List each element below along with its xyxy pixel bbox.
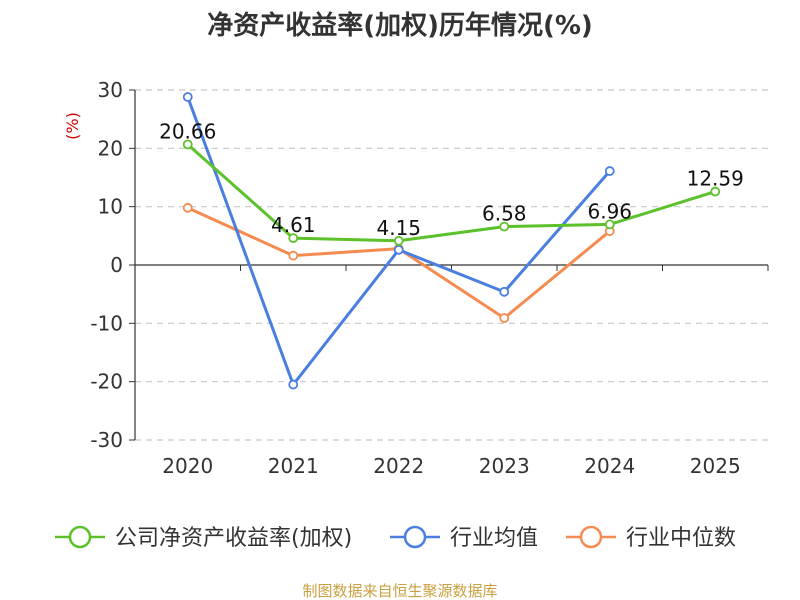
data-label: 20.66 — [159, 119, 216, 143]
data-point[interactable] — [710, 186, 721, 197]
data-point[interactable] — [499, 313, 510, 323]
data-point[interactable] — [604, 219, 615, 230]
axes: 30 20 10 0 -10 -20 -30 2020 2021 2022 2023 2024 2025 — [90, 78, 769, 478]
data-labels: 20.66 4.61 4.15 6.58 6.96 12.59 — [159, 119, 744, 239]
legend-marker — [68, 525, 92, 549]
y-tick-label: 10 — [98, 195, 123, 219]
x-tick-label: 2020 — [162, 454, 213, 478]
data-label: 6.96 — [587, 199, 632, 223]
y-tick-label: 30 — [98, 78, 123, 102]
legend-item[interactable]: 公司净资产收益率(加权) — [55, 525, 352, 551]
y-tick-label: 0 — [110, 253, 123, 277]
x-tick-label: 2024 — [584, 454, 635, 478]
data-point[interactable] — [499, 286, 510, 297]
data-point[interactable] — [288, 233, 299, 244]
legend-label: 行业均值 — [450, 526, 538, 551]
x-tick-label: 2025 — [690, 454, 741, 478]
data-label: 6.58 — [482, 202, 527, 226]
data-point[interactable] — [288, 379, 299, 390]
data-label: 4.61 — [271, 213, 316, 237]
data-source-note: 制图数据来自恒生聚源数据库 — [302, 582, 497, 600]
data-point[interactable] — [182, 92, 193, 102]
data-label: 4.15 — [376, 216, 421, 240]
data-label: 12.59 — [687, 167, 744, 191]
series-layer — [182, 92, 721, 390]
legend-label: 行业中位数 — [626, 526, 736, 551]
data-point[interactable] — [604, 166, 615, 176]
data-point[interactable] — [182, 139, 193, 150]
legend-label: 公司净资产收益率(加权) — [115, 526, 352, 551]
chart-title: 净资产收益率(加权)历年情况(%) — [207, 10, 593, 41]
y-tick-label: 20 — [98, 136, 123, 160]
y-tick-label: -10 — [90, 311, 123, 335]
y-tick-label: -20 — [90, 370, 123, 394]
data-point[interactable] — [393, 235, 404, 246]
x-tick-label: 2023 — [479, 454, 530, 478]
y-axis-unit: (%) — [63, 112, 82, 140]
legend-marker — [403, 525, 427, 549]
x-tick-label: 2021 — [268, 454, 319, 478]
y-tick-label: -30 — [90, 428, 123, 452]
legend[interactable]: 公司净资产收益率(加权) 行业均值 行业中位数 — [55, 525, 736, 551]
data-point[interactable] — [288, 250, 299, 261]
data-point[interactable] — [182, 202, 193, 213]
legend-item[interactable]: 行业中位数 — [566, 525, 736, 551]
legend-item[interactable]: 行业均值 — [390, 525, 538, 551]
series-line — [186, 143, 716, 243]
data-point[interactable] — [499, 221, 510, 232]
data-point[interactable] — [393, 244, 404, 255]
x-tick-label: 2022 — [373, 454, 424, 478]
legend-marker — [579, 525, 603, 549]
